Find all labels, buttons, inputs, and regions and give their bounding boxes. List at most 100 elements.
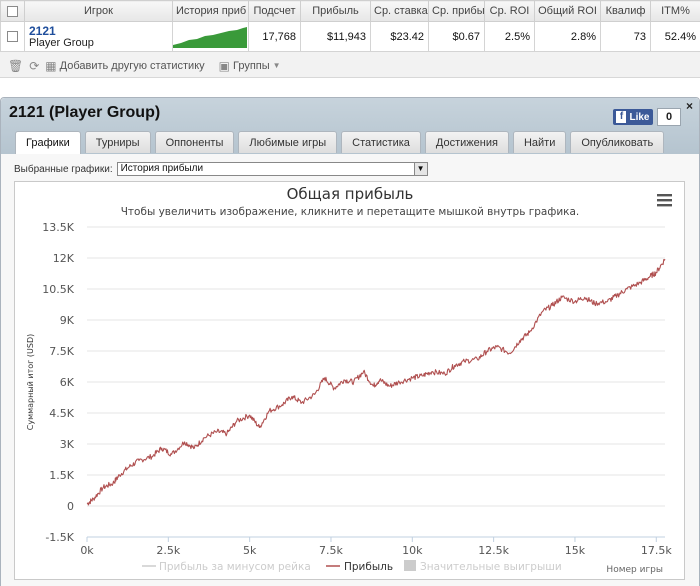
- groups-dropdown[interactable]: ▣ Группы ▼: [219, 59, 281, 73]
- itm-cell: 52.4%: [650, 21, 700, 52]
- facebook-like-label: Like: [629, 111, 650, 123]
- tab-publish[interactable]: Опубликовать: [570, 131, 665, 153]
- col-header-total-roi[interactable]: Общий ROI: [534, 0, 601, 22]
- refresh-icon[interactable]: ⟳: [29, 58, 40, 73]
- chart-axes: -1.5K 0 1.5K 3K 4.5K 6K 7.5K 9K 10.5K 12K 13.5K 0k 2…: [42, 221, 672, 557]
- y-tick-label: 1.5K: [49, 469, 74, 482]
- tab-tournaments[interactable]: Турниры: [84, 131, 151, 153]
- chevron-down-icon[interactable]: ▼: [413, 163, 427, 175]
- row-checkbox-cell[interactable]: [0, 21, 25, 52]
- chart-gridlines: [87, 226, 665, 538]
- avg-roi-cell: 2.5%: [484, 21, 535, 52]
- stats-toolbar: 🗑 ⟳ ▦ Добавить другую статистику ▣ Групп…: [0, 55, 700, 76]
- y-tick-label: 0: [67, 500, 74, 513]
- count-cell: 17,768: [248, 21, 301, 52]
- col-header-profit[interactable]: Прибыль: [300, 0, 371, 22]
- tab-search[interactable]: Найти: [512, 131, 567, 153]
- legend-label-profit: Прибыль: [344, 561, 393, 573]
- x-tick-label: 0k: [80, 544, 94, 557]
- facebook-icon: f: [616, 111, 627, 123]
- col-header-player[interactable]: Игрок: [24, 0, 173, 22]
- col-header-profit-history[interactable]: История приб: [172, 0, 249, 22]
- panel-title: 2121 (Player Group): [9, 104, 161, 121]
- series-line-profit[interactable]: [86, 258, 666, 506]
- chart-y-axis-label: Суммарный итог (USD): [26, 334, 35, 431]
- panel-tabs: Графики Турниры Оппоненты Любимые игры С…: [15, 131, 665, 154]
- groups-icon: ▣: [218, 58, 230, 73]
- col-header-itm[interactable]: ITM%: [650, 0, 700, 22]
- chart-menu-icon[interactable]: [657, 194, 672, 207]
- col-header-count[interactable]: Подсчет: [248, 0, 301, 22]
- x-tick-label: 5k: [243, 544, 257, 557]
- stats-table: Игрок История приб Подсчет Прибыль Ср. с…: [0, 0, 700, 52]
- table-row[interactable]: 2121 Player Group 17,768 $11,943 $23.42 …: [0, 21, 700, 52]
- chart-x-axis-label: Номер игры: [606, 565, 663, 575]
- x-tick-label: 2.5k: [156, 544, 180, 557]
- col-header-qualified[interactable]: Квалиф: [600, 0, 651, 22]
- legend-item-profit[interactable]: Прибыль: [326, 561, 393, 573]
- y-tick-label: 6K: [60, 376, 75, 389]
- total-roi-cell: 2.8%: [534, 21, 601, 52]
- avg-stake-cell: $23.42: [370, 21, 429, 52]
- player-detail-panel: 2121 (Player Group) × f Like 0 Графики Т…: [0, 97, 700, 586]
- col-header-avg-stake[interactable]: Ср. ставка: [370, 0, 429, 22]
- player-group-label: Player Group: [29, 36, 94, 49]
- chart-select-value: История прибыли: [120, 163, 204, 174]
- profit-chart-svg[interactable]: -1.5K 0 1.5K 3K 4.5K 6K 7.5K 9K 10.5K 12K 13.5K 0k 2…: [15, 182, 686, 581]
- legend-item-profit-rake[interactable]: Прибыль за минусом рейка: [142, 561, 311, 573]
- y-tick-label: 7.5K: [49, 345, 74, 358]
- legend-label-big-wins: Значительные выигрыши: [420, 561, 562, 573]
- tab-charts[interactable]: Графики: [15, 131, 81, 154]
- player-name-link[interactable]: 2121: [29, 23, 56, 38]
- chart-series: [86, 258, 666, 506]
- profit-cell: $11,943: [300, 21, 371, 52]
- player-cell[interactable]: 2121 Player Group: [24, 21, 173, 52]
- add-stats-button[interactable]: ▦ Добавить другую статистику: [45, 59, 204, 73]
- profit-chart[interactable]: -1.5K 0 1.5K 3K 4.5K 6K 7.5K 9K 10.5K 12K 13.5K 0k 2…: [14, 181, 685, 580]
- add-stats-icon: ▦: [45, 58, 57, 73]
- x-tick-label: 17.5k: [641, 544, 672, 557]
- profit-history-cell: [172, 21, 249, 52]
- legend-item-big-wins[interactable]: Значительные выигрыши: [404, 560, 562, 573]
- chart-select-row: Выбранные графики: История прибыли ▼: [14, 162, 428, 176]
- chart-select-dropdown[interactable]: История прибыли ▼: [116, 162, 428, 176]
- y-tick-label: 12K: [53, 252, 75, 265]
- facebook-like-button[interactable]: f Like: [613, 109, 653, 125]
- facebook-like-count: 0: [657, 108, 681, 126]
- x-tick-label: 10k: [402, 544, 423, 557]
- trash-icon[interactable]: 🗑: [8, 58, 24, 73]
- col-header-avg-roi[interactable]: Ср. ROI: [484, 0, 535, 22]
- y-tick-label: 4.5K: [49, 407, 74, 420]
- y-tick-label: 10.5K: [42, 283, 74, 296]
- tab-statistics[interactable]: Статистика: [341, 131, 421, 153]
- chart-title: Общая прибыль: [287, 185, 414, 203]
- legend-label-profit-rake: Прибыль за минусом рейка: [159, 561, 311, 573]
- tab-achievements[interactable]: Достижения: [424, 131, 509, 153]
- add-stats-label: Добавить другую статистику: [59, 59, 205, 72]
- profit-sparkline: [173, 26, 247, 48]
- stats-section: Игрок История приб Подсчет Прибыль Ср. с…: [0, 0, 700, 78]
- close-icon[interactable]: ×: [685, 99, 693, 113]
- select-all-checkbox-cell[interactable]: [0, 0, 25, 22]
- panel-body: Выбранные графики: История прибыли ▼ -1.…: [1, 154, 699, 586]
- row-checkbox[interactable]: [7, 31, 18, 43]
- y-tick-label: 9K: [60, 314, 75, 327]
- x-tick-label: 15k: [565, 544, 586, 557]
- panel-header: 2121 (Player Group) × f Like 0 Графики Т…: [1, 98, 699, 154]
- stats-header-row: Игрок История приб Подсчет Прибыль Ср. с…: [0, 0, 700, 22]
- groups-label: Группы: [232, 59, 270, 72]
- avg-profit-cell: $0.67: [428, 21, 485, 52]
- x-tick-label: 12.5k: [478, 544, 509, 557]
- tab-opponents[interactable]: Оппоненты: [154, 131, 235, 153]
- x-tick-label: 7.5k: [319, 544, 343, 557]
- chart-select-label: Выбранные графики:: [14, 163, 113, 175]
- y-tick-label: -1.5K: [45, 531, 74, 544]
- col-header-avg-profit[interactable]: Ср. прибы: [428, 0, 485, 22]
- chevron-down-icon: ▼: [272, 61, 281, 70]
- select-all-checkbox[interactable]: [7, 5, 18, 17]
- chart-legend: Прибыль за минусом рейка Прибыль Значите…: [142, 560, 562, 573]
- tab-favorite-games[interactable]: Любимые игры: [238, 131, 338, 153]
- y-tick-label: 13.5K: [42, 221, 74, 234]
- chart-subtitle: Чтобы увеличить изображение, кликните и …: [121, 206, 580, 218]
- qualified-cell: 73: [600, 21, 651, 52]
